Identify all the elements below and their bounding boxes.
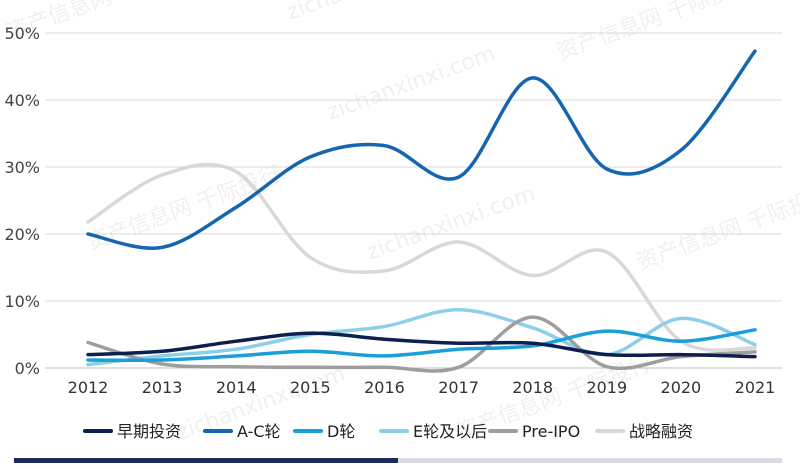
x-tick-label: 2017 bbox=[438, 378, 479, 397]
series-line-e bbox=[86, 307, 757, 367]
x-tick-label: 2015 bbox=[290, 378, 331, 397]
series-line-pre-ipo bbox=[86, 315, 757, 373]
series-line-a-c bbox=[86, 49, 757, 250]
legend-label: D轮 bbox=[327, 422, 355, 441]
x-tick-label: 2019 bbox=[586, 378, 627, 397]
y-tick-label: 0% bbox=[15, 359, 40, 378]
watermark-text: zichanxinxi.com bbox=[284, 0, 459, 26]
series-line-series-5 bbox=[86, 162, 757, 352]
x-axis: 2012 2013 2014 2015 2016 2017 2018 2019 2020 2021 bbox=[68, 378, 776, 397]
series-line-d bbox=[86, 328, 757, 363]
legend-label: Pre-IPO bbox=[522, 422, 580, 441]
legend: 早期投资 A-C轮 D轮 E轮及以后 Pre-IPO 战略融资 bbox=[83, 422, 693, 441]
series-line-series-0 bbox=[86, 331, 757, 359]
watermark-text: zichanxinxi.com bbox=[364, 182, 539, 266]
scroll-progress-track bbox=[14, 458, 782, 463]
y-tick-label: 40% bbox=[4, 91, 40, 110]
y-tick-label: 30% bbox=[4, 158, 40, 177]
watermark-text: zichanxinxi.com bbox=[324, 42, 499, 126]
legend-label: 战略融资 bbox=[629, 422, 693, 441]
legend-label: 早期投资 bbox=[117, 422, 181, 441]
legend-label: A-C轮 bbox=[237, 422, 281, 441]
scroll-progress-fill bbox=[14, 458, 398, 463]
y-axis: 0% 10% 20% 30% 40% 50% bbox=[4, 24, 40, 378]
x-tick-label: 2021 bbox=[735, 378, 776, 397]
y-tick-label: 20% bbox=[4, 225, 40, 244]
x-tick-label: 2012 bbox=[68, 378, 109, 397]
x-tick-label: 2016 bbox=[364, 378, 405, 397]
y-tick-label: 10% bbox=[4, 292, 40, 311]
x-tick-label: 2013 bbox=[142, 378, 183, 397]
watermark-text: 资产信息网 千际投行 bbox=[634, 182, 800, 276]
y-tick-label: 50% bbox=[4, 24, 40, 43]
x-tick-label: 2018 bbox=[512, 378, 553, 397]
series-lines bbox=[86, 49, 757, 373]
legend-label: E轮及以后 bbox=[413, 422, 487, 441]
x-tick-label: 2014 bbox=[216, 378, 257, 397]
x-tick-label: 2020 bbox=[661, 378, 702, 397]
